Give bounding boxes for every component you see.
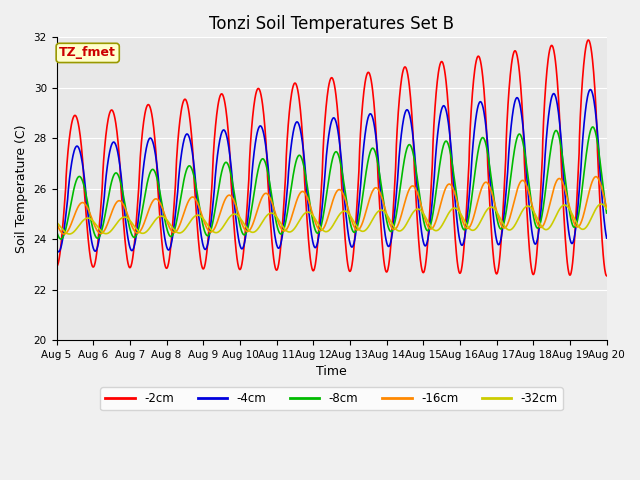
-4cm (603, 235, 611, 241)
-8cm (57, 236, 65, 242)
-8cm (589, 124, 596, 130)
-2cm (162, 264, 170, 270)
-16cm (52, 220, 60, 226)
-2cm (52, 264, 60, 269)
Y-axis label: Soil Temperature (C): Soil Temperature (C) (15, 124, 28, 253)
-4cm (237, 245, 244, 251)
-16cm (60, 231, 68, 237)
-8cm (175, 204, 183, 210)
Text: TZ_fmet: TZ_fmet (60, 47, 116, 60)
Line: -2cm: -2cm (56, 40, 607, 276)
-32cm (417, 208, 425, 214)
-16cm (237, 218, 244, 224)
-2cm (417, 261, 425, 266)
-4cm (175, 169, 183, 175)
Line: -8cm: -8cm (56, 127, 607, 239)
-4cm (587, 87, 595, 93)
-2cm (489, 246, 497, 252)
-32cm (237, 216, 244, 222)
-4cm (52, 246, 60, 252)
-2cm (175, 127, 182, 133)
-2cm (237, 266, 244, 272)
-4cm (54, 249, 62, 254)
-16cm (538, 224, 545, 230)
-8cm (162, 222, 170, 228)
-16cm (175, 223, 183, 229)
Line: -16cm: -16cm (56, 177, 607, 234)
-32cm (603, 206, 611, 212)
-16cm (417, 203, 425, 208)
Title: Tonzi Soil Temperatures Set B: Tonzi Soil Temperatures Set B (209, 15, 454, 33)
-32cm (175, 230, 183, 236)
-4cm (538, 201, 545, 206)
-16cm (162, 215, 170, 221)
-2cm (538, 177, 545, 182)
-16cm (592, 174, 600, 180)
-8cm (489, 190, 497, 196)
Line: -32cm: -32cm (56, 204, 607, 234)
-4cm (417, 227, 425, 232)
-32cm (597, 201, 605, 207)
-32cm (52, 219, 60, 225)
-2cm (603, 273, 611, 279)
-32cm (65, 231, 73, 237)
-4cm (489, 211, 497, 216)
Line: -4cm: -4cm (56, 90, 607, 252)
-32cm (489, 205, 497, 211)
-8cm (538, 215, 545, 220)
-8cm (237, 226, 244, 231)
-16cm (603, 205, 611, 211)
Legend: -2cm, -4cm, -8cm, -16cm, -32cm: -2cm, -4cm, -8cm, -16cm, -32cm (100, 387, 563, 410)
X-axis label: Time: Time (316, 365, 347, 378)
-8cm (603, 210, 611, 216)
-8cm (52, 228, 60, 234)
-8cm (417, 204, 425, 210)
-4cm (162, 241, 170, 247)
-32cm (538, 223, 545, 229)
-2cm (584, 37, 592, 43)
-16cm (489, 194, 497, 200)
-32cm (162, 216, 170, 222)
